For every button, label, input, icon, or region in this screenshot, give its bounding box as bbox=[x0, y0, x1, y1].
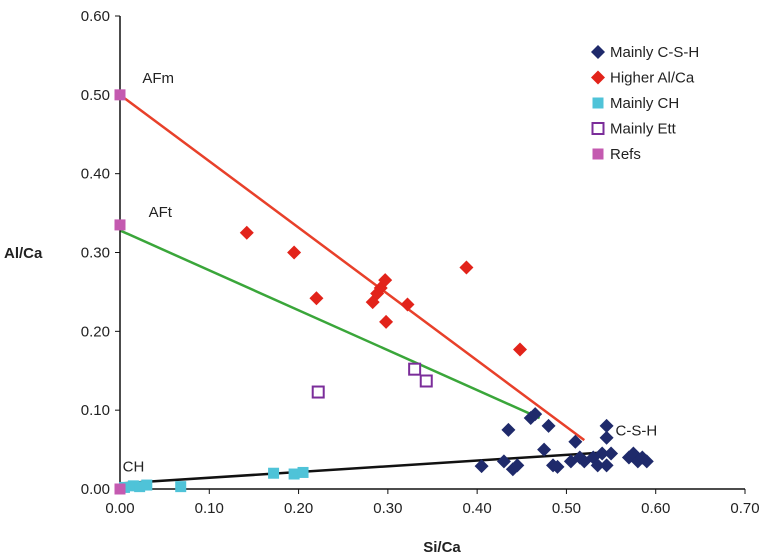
annotation-label: C-S-H bbox=[616, 422, 658, 439]
legend-label: Mainly C-S-H bbox=[610, 44, 699, 61]
legend-marker bbox=[592, 148, 604, 160]
data-point bbox=[408, 362, 422, 376]
data-point bbox=[599, 458, 614, 473]
legend: Mainly C-S-H Higher Al/Ca Mainly CH Mainly … bbox=[591, 44, 699, 163]
data-point bbox=[599, 430, 614, 445]
data-point bbox=[309, 291, 324, 306]
annotation-label: AFt bbox=[149, 204, 173, 221]
annotations: AFm AFt C-S-H CH bbox=[123, 70, 658, 476]
legend-marker bbox=[591, 70, 605, 85]
y-tick-label: 0.10 bbox=[81, 402, 110, 419]
data-point bbox=[537, 442, 552, 457]
data-point bbox=[599, 418, 614, 433]
data-point bbox=[311, 385, 325, 399]
x-tick-label: 0.50 bbox=[552, 500, 581, 517]
data-point bbox=[510, 458, 525, 473]
x-tick-label: 0.30 bbox=[373, 500, 402, 517]
annotation-label: AFm bbox=[142, 70, 174, 87]
legend-label: Refs bbox=[610, 146, 641, 163]
data-point bbox=[114, 219, 126, 231]
data-point bbox=[459, 260, 474, 275]
data-point bbox=[379, 314, 394, 329]
x-tick-label: 0.10 bbox=[195, 500, 224, 517]
legend-marker bbox=[591, 45, 605, 59]
trend-line bbox=[119, 229, 541, 420]
y-tick-label: 0.20 bbox=[81, 323, 110, 340]
data-point bbox=[604, 446, 619, 461]
data-point bbox=[239, 225, 254, 240]
data-point bbox=[288, 468, 300, 480]
y-tick-label: 0.00 bbox=[81, 481, 110, 498]
data-point bbox=[595, 446, 610, 461]
data-point bbox=[639, 454, 654, 469]
data-point bbox=[496, 454, 511, 469]
legend-label: Mainly CH bbox=[610, 95, 679, 112]
y-tick-label: 0.30 bbox=[81, 245, 110, 262]
data-point bbox=[568, 434, 583, 449]
x-axis-title: Si/Ca bbox=[423, 539, 461, 556]
trend-lines bbox=[119, 93, 612, 485]
data-point bbox=[541, 418, 556, 433]
trend-line bbox=[119, 93, 586, 442]
data-point bbox=[400, 297, 415, 312]
x-tick-label: 0.00 bbox=[105, 500, 134, 517]
data-point bbox=[378, 273, 393, 288]
data-point bbox=[419, 374, 433, 388]
data-points bbox=[114, 89, 654, 495]
x-tick-label: 0.20 bbox=[284, 500, 313, 517]
y-tick-label: 0.50 bbox=[81, 87, 110, 104]
data-point bbox=[513, 342, 527, 357]
data-point bbox=[590, 458, 605, 473]
y-tick-label: 0.60 bbox=[81, 8, 110, 25]
axes bbox=[119, 16, 745, 490]
data-point bbox=[287, 245, 302, 260]
y-axis-title: Al/Ca bbox=[4, 245, 43, 262]
data-point bbox=[550, 459, 565, 474]
data-point bbox=[134, 481, 146, 493]
x-tick-label: 0.60 bbox=[641, 500, 670, 517]
data-point bbox=[297, 466, 309, 478]
x-tick-label: 0.70 bbox=[730, 500, 759, 517]
data-point bbox=[175, 481, 187, 493]
data-point bbox=[268, 467, 280, 479]
data-point bbox=[127, 480, 139, 492]
trend-line bbox=[119, 450, 612, 485]
data-point bbox=[141, 479, 153, 491]
legend-marker bbox=[591, 122, 605, 135]
data-point bbox=[528, 407, 543, 422]
data-point bbox=[474, 459, 489, 474]
legend-label: Higher Al/Ca bbox=[610, 70, 695, 87]
legend-marker bbox=[592, 97, 604, 109]
data-point bbox=[114, 483, 126, 495]
x-tick-label: 0.40 bbox=[463, 500, 492, 517]
y-tick-label: 0.40 bbox=[81, 166, 110, 183]
data-point bbox=[501, 422, 516, 437]
legend-label: Mainly Ett bbox=[610, 121, 677, 138]
data-point bbox=[114, 89, 126, 101]
ticks: 0.00 0.10 0.20 0.30 0.40 0.50 0.60 0.70 0.00 0.10… bbox=[81, 8, 760, 517]
annotation-label: CH bbox=[123, 459, 145, 476]
